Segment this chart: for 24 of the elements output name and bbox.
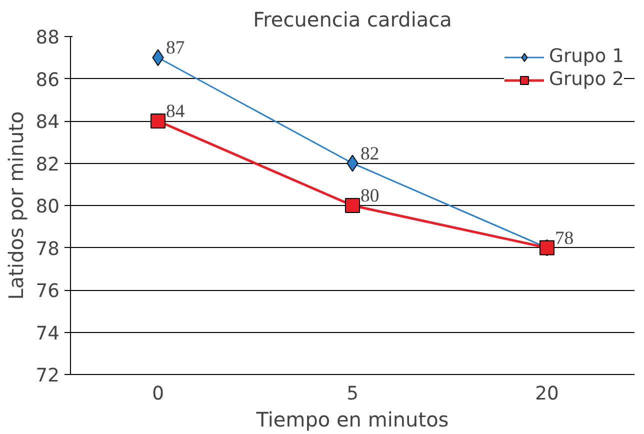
x-tick-label: 5: [346, 384, 358, 404]
data-label: 80: [360, 186, 380, 206]
data-label: 87: [166, 38, 185, 59]
data-label: 78: [554, 228, 574, 249]
legend-label: Grupo 2: [548, 69, 624, 90]
x-axis-title: Tiempo en minutos: [255, 408, 449, 432]
data-label: 82: [360, 143, 380, 164]
y-tick-label: 74: [36, 323, 60, 344]
point: [150, 114, 166, 128]
chart-title: Frecuencia cardiaca: [253, 8, 452, 32]
data-label: 84: [166, 101, 186, 122]
y-tick-label: 88: [36, 28, 60, 48]
y-tick-label: 78: [36, 238, 60, 260]
y-axis-title: Latidos por minuto: [4, 111, 28, 300]
x-tick-label: 20: [535, 384, 559, 404]
y-tick-label: 84: [36, 112, 60, 133]
y-tick-label: 80: [36, 196, 60, 218]
x-tick-label: 0: [152, 384, 164, 404]
y-tick-label: 76: [36, 281, 60, 302]
point: [345, 198, 360, 213]
legend-label: Grupo 1: [548, 46, 624, 67]
y-tick-label: 82: [36, 154, 60, 176]
y-tick-label: 86: [36, 70, 60, 91]
y-tick-label: 72: [36, 366, 60, 386]
